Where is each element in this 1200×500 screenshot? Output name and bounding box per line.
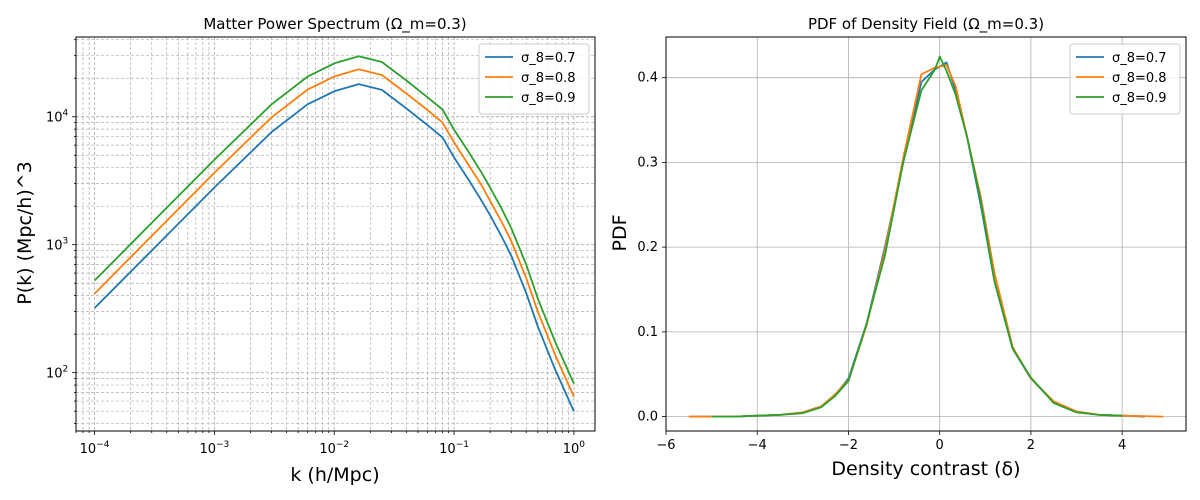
x-tick-label: −2 — [839, 438, 858, 453]
legend-label: σ_8=0.8 — [1112, 71, 1167, 86]
x-tick-label: 10−3 — [199, 440, 229, 457]
x-tick-label: 100 — [563, 440, 586, 457]
power-spectrum-chart: Matter Power Spectrum (Ω_m=0.3) k (h/Mpc… — [14, 15, 596, 486]
power-spectrum-frame — [75, 36, 596, 432]
x-tick-label: 10−1 — [439, 440, 469, 457]
x-tick-label: −6 — [656, 438, 675, 453]
legend-label: σ_8=0.7 — [1112, 51, 1167, 66]
power-spectrum-title: Matter Power Spectrum (Ω_m=0.3) — [203, 15, 466, 34]
density-pdf-ylabel: PDF — [609, 214, 631, 251]
legend-label: σ_8=0.8 — [521, 71, 576, 86]
density-pdf-ticks: −6 −4 −2 0 2 4 0.0 0.1 0.2 0.3 0.4 — [637, 71, 1126, 453]
legend-label: σ_8=0.9 — [1112, 91, 1167, 106]
density-pdf-series — [688, 55, 1164, 418]
power-spectrum-xlabel: k (h/Mpc) — [290, 464, 379, 486]
series-line-1 — [93, 83, 575, 412]
x-tick-label: −4 — [748, 438, 767, 453]
x-tick-label: 4 — [1118, 438, 1126, 453]
power-spectrum-series — [93, 55, 575, 412]
y-tick-label: 0.4 — [637, 71, 658, 86]
x-tick-label: 10−2 — [319, 440, 349, 457]
y-tick-label: 103 — [46, 237, 68, 254]
y-tick-label: 102 — [46, 365, 68, 382]
density-pdf-title: PDF of Density Field (Ω_m=0.3) — [808, 15, 1044, 34]
x-tick-label: 2 — [1027, 438, 1035, 453]
y-tick-label: 0.1 — [637, 325, 658, 340]
power-spectrum-legend: σ_8=0.7 σ_8=0.8 σ_8=0.9 — [478, 43, 590, 115]
series-line-3 — [93, 55, 575, 385]
legend-label: σ_8=0.7 — [521, 51, 576, 66]
series-line-3 — [711, 55, 1123, 418]
density-pdf-legend: σ_8=0.7 σ_8=0.8 σ_8=0.9 — [1069, 43, 1181, 115]
series-line-2 — [93, 68, 575, 397]
power-spectrum-ylabel: P(k) (Mpc/h)^3 — [14, 161, 36, 305]
density-pdf-chart: PDF of Density Field (Ω_m=0.3) Density c… — [609, 15, 1187, 480]
y-tick-label: 104 — [46, 109, 69, 126]
x-tick-label: 0 — [936, 438, 944, 453]
y-tick-label: 0.3 — [637, 155, 658, 170]
y-tick-label: 0.0 — [637, 410, 658, 425]
density-pdf-frame — [665, 36, 1187, 432]
density-pdf-xlabel: Density contrast (δ) — [831, 458, 1020, 480]
power-spectrum-ticks: 10−4 10−3 10−2 10−1 100 102 103 104 — [46, 39, 586, 457]
x-tick-label: 10−4 — [80, 440, 110, 457]
y-tick-label: 0.2 — [637, 240, 658, 255]
legend-label: σ_8=0.9 — [521, 91, 576, 106]
